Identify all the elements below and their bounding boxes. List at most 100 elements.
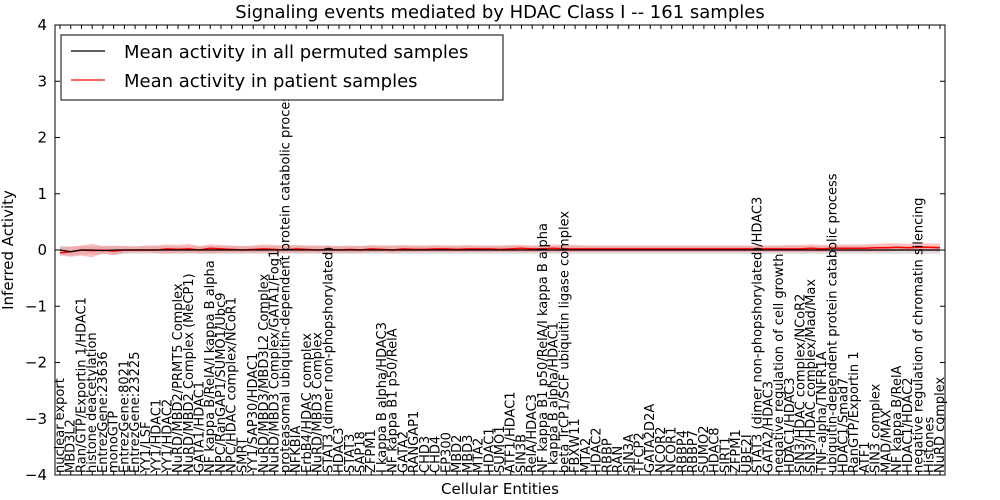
- x-category-label: RBBP7: [686, 430, 701, 473]
- x-category-label: NF kappa B1 p50/RelA: [386, 328, 401, 473]
- y-tick-label: −4: [25, 466, 47, 484]
- y-tick-label: 4: [37, 16, 47, 34]
- x-category-label: HDAC1/HDAC3: [783, 377, 798, 473]
- x-category-label: RBBP4: [675, 430, 690, 473]
- x-category-label: beta TrCP1/SCF ubiquitin ligase complex: [557, 211, 572, 473]
- y-tick-label: −2: [25, 354, 47, 372]
- x-category-label: EP300: [439, 432, 454, 473]
- x-axis-ticks: [59, 25, 941, 475]
- x-category-label: CHD3: [418, 436, 433, 473]
- x-category-label: MBD2: [450, 435, 465, 473]
- legend-label-permuted: Mean activity in all permuted samples: [124, 42, 468, 63]
- x-category-label: NF kappa B/RelA: [890, 365, 905, 473]
- x-category-label: GATA2/HDAC3: [761, 381, 776, 473]
- x-category-label: Ran/GTP/Exportin 1/HDAC1: [75, 297, 90, 473]
- legend-box: [60, 34, 504, 101]
- x-category-label: HDAC3: [332, 427, 347, 473]
- chart-title: Signaling events mediated by HDAC Class …: [235, 2, 764, 23]
- x-category-label: NuRD/MBD2 Complex (MeCP1): [182, 273, 197, 473]
- x-category-label: HDAC1/HDAC2: [901, 377, 916, 473]
- x-category-label: NuRD complex: [933, 376, 948, 473]
- x-category-label: NF kappa B/RelA/I kappa B alpha: [203, 260, 218, 473]
- y-tick-label: 2: [37, 129, 47, 147]
- x-category-label: NuRD/MBD3/MBD3L2 Complex: [257, 273, 272, 473]
- x-category-label: GATA2: [396, 431, 411, 473]
- series-line-permuted: [59, 249, 940, 253]
- x-category-label: ErbB4/HDAC complex: [300, 333, 315, 473]
- x-category-label: NuRD/MBD3 Complex/GATA1/Fog1: [268, 250, 283, 473]
- x-category-label: monoGTP: [107, 411, 122, 473]
- x-category-label: GATA1/HDAC1: [193, 381, 208, 473]
- x-category-label: RBBP: [600, 438, 615, 473]
- legend: Mean activity in all permuted samples Me…: [60, 34, 504, 101]
- x-category-label: ATF1/HDAC1: [504, 391, 519, 473]
- x-category-label: NPC/RanGAP1/SUMO1/Ubc9: [214, 293, 229, 473]
- x-category-label: STAT3 (dimer non-phopshorylated): [321, 247, 336, 473]
- x-category-label: MAD/MAX: [879, 409, 894, 473]
- x-category-label: negative regulation of chromatin silenci…: [912, 198, 927, 473]
- x-category-label: ubiquitin-dependent protein catabolic pr…: [826, 173, 841, 473]
- x-category-label: SIN3 complex: [869, 383, 884, 473]
- x-category-label: UBE2I: [740, 434, 755, 473]
- x-category-label: NCOR2: [654, 427, 669, 473]
- x-category-label: I kappa B alpha/HDAC3: [375, 322, 390, 473]
- x-category-label: MBD3: [461, 435, 476, 473]
- x-category-label: RAN: [611, 446, 626, 473]
- x-category-label: SIN3/HDAC complex/NCoR2: [794, 294, 809, 473]
- y-tick-label: −3: [25, 410, 47, 428]
- x-category-label: STAT3 (dimer non-phopshorylated)/HDAC3: [751, 197, 766, 473]
- x-category-label: SIRT1: [718, 437, 733, 473]
- x-category-label: ATF1: [858, 441, 873, 473]
- x-category-label: RelA/HDAC3: [525, 394, 540, 473]
- x-category-label: HDAC1/Smad7: [836, 378, 851, 473]
- x-category-label: MTA2: [579, 438, 594, 473]
- x-axis-title: Cellular Entities: [441, 480, 559, 498]
- x-category-label: histone deacetylation: [85, 332, 100, 473]
- x-category-label: negative regulation of cell growth: [772, 253, 787, 473]
- x-category-label: I kappa B alpha/HDAC1: [547, 322, 562, 473]
- x-category-label: YY1/HDAC1: [150, 399, 165, 474]
- x-category-label: YY1/LSF: [139, 421, 154, 474]
- x-category-label: YY1/SAP30/HDAC1: [246, 353, 261, 474]
- x-category-label: Histones: [922, 417, 937, 473]
- x-category-label: nuclear export: [53, 378, 68, 473]
- x-category-label: NCOR1: [665, 427, 680, 473]
- x-category-label: SUMO2: [697, 426, 712, 474]
- x-category-label: HDAC8: [708, 427, 723, 473]
- x-category-label: SAP18: [354, 431, 369, 473]
- legend-label-patient: Mean activity in patient samples: [124, 71, 418, 92]
- x-category-label: GATA2D2A: [643, 404, 658, 473]
- x-category-label: NFKBIA: [289, 426, 304, 473]
- x-category-label: CHD4: [429, 436, 444, 473]
- x-category-label: proteasomal ubiquitin-dependent protein …: [278, 88, 293, 473]
- x-category-label: EntrezGene:8021: [117, 360, 132, 473]
- x-category-label: SMRT: [235, 437, 250, 473]
- x-category-label: STAT3: [343, 434, 358, 473]
- x-category-label: HDAC1: [482, 427, 497, 473]
- x-category-label: MBD3L2: [64, 419, 79, 473]
- series-lines: [59, 246, 941, 254]
- x-category-label: TNF-alpha/TNFR1A: [815, 351, 830, 474]
- x-category-label: SIN3A: [622, 434, 637, 473]
- y-tick-label: 3: [37, 72, 47, 90]
- x-category-label: NuRD/MBD3 Complex: [311, 332, 326, 473]
- x-category-label: ZFPM1: [364, 429, 379, 473]
- y-tick-label: −1: [25, 297, 47, 315]
- y-tick-label: 1: [37, 185, 47, 203]
- x-category-label: SUMO1: [493, 426, 508, 474]
- x-category-label: FBXW11: [568, 418, 583, 473]
- x-category-label: EntrezGene:23225: [128, 352, 143, 473]
- x-category-label: ZFPM1: [729, 429, 744, 473]
- x-category-label: TFCP2: [633, 432, 648, 474]
- x-category-label: SIN3/HDAC complex/Mad/Max: [804, 279, 819, 473]
- y-axis-title: Inferred Activity: [0, 190, 17, 310]
- y-axis-ticks: −4 −3 −2 −1 0 1 2 3 4: [25, 16, 945, 484]
- x-category-label: YY1/HDAC2: [160, 399, 175, 474]
- y-tick-label: 0: [37, 241, 47, 259]
- x-category-label: MTA2: [472, 438, 487, 473]
- x-category-label: NF kappa B1 p50/RelA/I kappa B alpha: [536, 223, 551, 473]
- x-category-label: NPC/HDAC complex/NCoR1: [225, 297, 240, 473]
- x-category-label: EntrezGene:23636: [96, 352, 111, 473]
